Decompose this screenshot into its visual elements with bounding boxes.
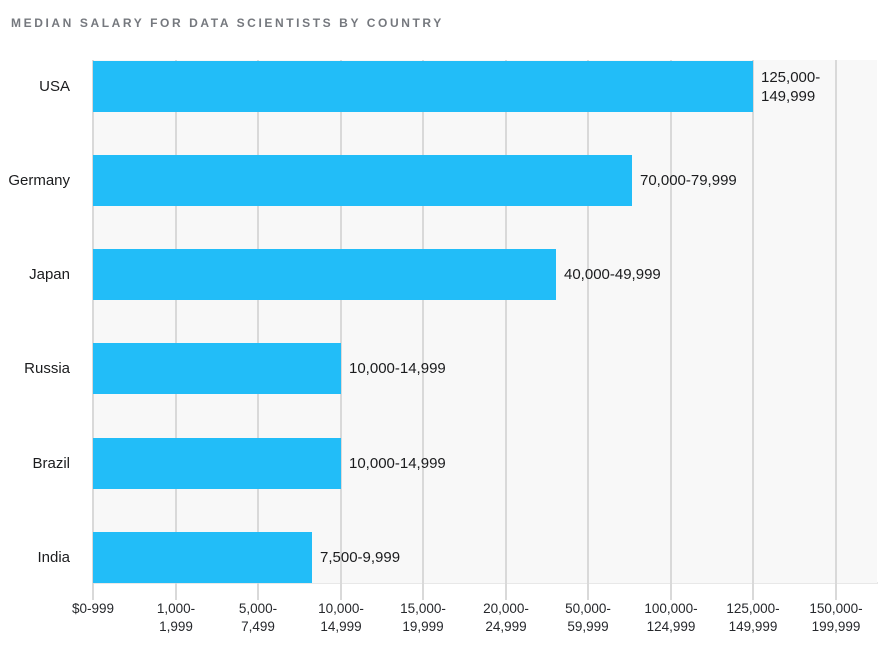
bar-value-line: 40,000-49,999 (564, 266, 661, 283)
x-axis-tick-line: 199,999 (811, 619, 861, 634)
x-axis-line (92, 582, 878, 584)
x-axis-tick-line: 149,999 (728, 619, 778, 634)
gridline (175, 60, 177, 600)
x-axis-tick-line: 7,499 (241, 619, 275, 634)
x-axis-tick-label: 50,000- 59,999 (533, 600, 643, 636)
x-axis-tick-line: 24,999 (485, 619, 527, 634)
x-axis-tick-line: 1,000- (156, 601, 196, 616)
x-axis-tick-line: 19,999 (402, 619, 444, 634)
bar-usa[interactable] (93, 61, 753, 112)
chart-title: MEDIAN SALARY FOR DATA SCIENTISTS BY COU… (11, 16, 444, 30)
x-axis-tick-line: 10,000- (318, 601, 364, 616)
bar-russia[interactable] (93, 343, 341, 394)
bar-value-label: 40,000-49,999 (564, 249, 661, 300)
gridline (92, 60, 94, 600)
x-axis-tick-label: 125,000- 149,999 (698, 600, 808, 636)
bar-value-label: 7,500-9,999 (320, 532, 400, 583)
bar-india[interactable] (93, 532, 312, 583)
x-axis-tick-label: 10,000- 14,999 (286, 600, 396, 636)
bar-value-line: 10,000-14,999 (349, 360, 446, 377)
y-axis-label: Germany (8, 172, 70, 189)
x-axis-tick-line: 100,000- (644, 601, 698, 616)
x-axis-tick-line: $0-999 (71, 601, 115, 616)
bar-value-label: 125,000- 149,999 (761, 61, 820, 112)
gridline (257, 60, 259, 600)
x-axis-tick-line: 15,000- (400, 601, 446, 616)
gridline (835, 60, 837, 600)
x-axis-tick-line: 125,000- (726, 601, 780, 616)
bar-value-line: 149,999 (761, 87, 816, 105)
x-axis-tick-line: 5,000- (238, 601, 278, 616)
x-axis-tick-line: 150,000- (809, 601, 863, 616)
x-axis-tick-label: 15,000- 19,999 (368, 600, 478, 636)
gridline (587, 60, 589, 600)
bar-value-label: 70,000-79,999 (640, 155, 737, 206)
bar-value-line: 7,500-9,999 (320, 549, 401, 566)
bar-germany[interactable] (93, 155, 632, 206)
gridline (505, 60, 507, 600)
x-axis-tick-line: 14,999 (320, 619, 362, 634)
gridline (670, 60, 672, 600)
bar-value-label: 10,000-14,999 (349, 343, 446, 394)
gridline (752, 60, 754, 600)
bar-value-line: 10,000-14,999 (349, 455, 446, 472)
x-axis-tick-line: 124,999 (646, 619, 696, 634)
x-axis-tick-line: 1,999 (159, 619, 193, 634)
x-axis-tick-line: 20,000- (483, 601, 529, 616)
y-axis-label: India (37, 549, 70, 566)
bar-value-line: 125,000- (761, 68, 821, 86)
y-axis-label: Japan (29, 266, 70, 283)
plot-area: 125,000- 149,999 70,000-79,999 40,000-49,99… (92, 60, 877, 600)
x-axis-tick-label: 100,000- 124,999 (616, 600, 726, 636)
x-axis-tick-label: 20,000- 24,999 (451, 600, 561, 636)
bar-brazil[interactable] (93, 438, 341, 489)
gridline (422, 60, 424, 600)
x-axis-tick-line: 59,999 (567, 619, 609, 634)
y-axis-label: Russia (24, 360, 70, 377)
gridline (340, 60, 342, 600)
x-axis-tick-label: 5,000- 7,499 (203, 600, 313, 636)
x-axis-tick-label: $0-999 (38, 600, 148, 618)
bar-value-label: 10,000-14,999 (349, 438, 446, 489)
y-axis-label: Brazil (32, 455, 70, 472)
x-axis-tick-line: 50,000- (565, 601, 611, 616)
bar-value-line: 70,000-79,999 (640, 172, 737, 189)
x-axis-tick-label: 150,000- 199,999 (781, 600, 879, 636)
y-axis-label: USA (39, 78, 70, 95)
x-axis-tick-label: 1,000- 1,999 (121, 600, 231, 636)
bar-japan[interactable] (93, 249, 556, 300)
